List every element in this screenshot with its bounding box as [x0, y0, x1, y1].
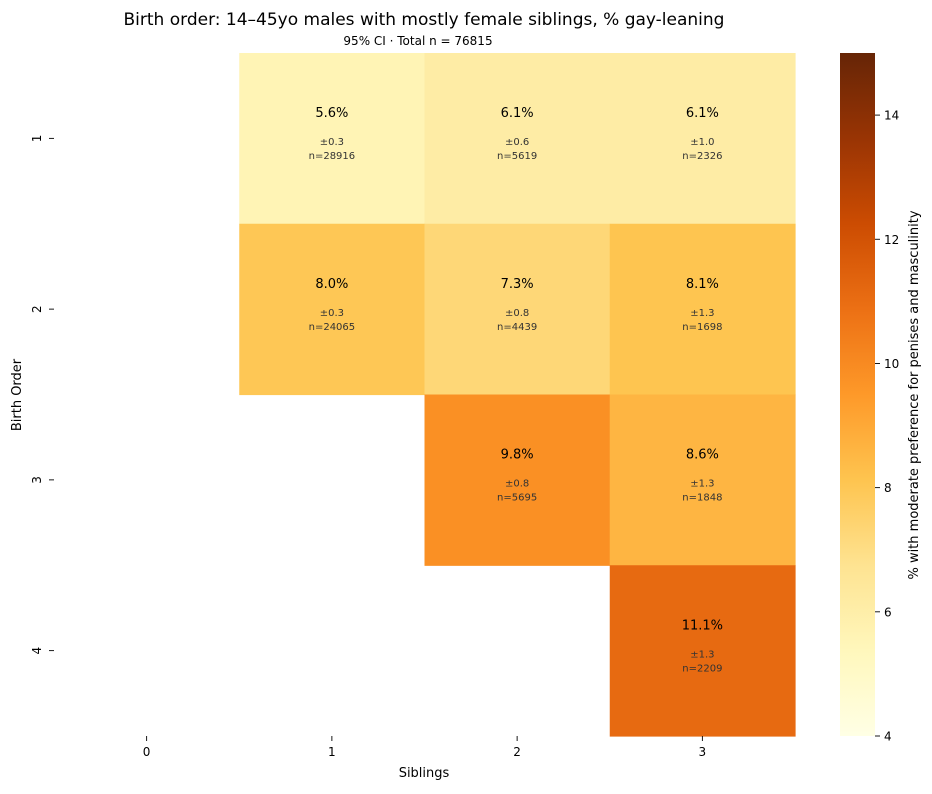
colorbar-tick-label: 8: [884, 481, 892, 495]
cell-value-label: 8.6%: [686, 448, 719, 463]
cell-ci-label: ±0.3: [320, 137, 344, 148]
cell-n-label: n=5619: [497, 151, 537, 162]
cell-value-label: 7.3%: [501, 277, 534, 292]
cell-ci-label: ±0.6: [505, 137, 529, 148]
cell-value-label: 8.0%: [315, 277, 348, 292]
chart-title: Birth order: 14–45yo males with mostly f…: [124, 10, 725, 30]
cell-n-label: n=5695: [497, 493, 537, 504]
y-tick-label: 1: [30, 135, 44, 143]
colorbar-label: % with moderate preference for penises a…: [907, 210, 922, 579]
y-axis-label: Birth Order: [10, 358, 25, 431]
cell-value-label: 6.1%: [686, 106, 719, 121]
cell-value-label: 8.1%: [686, 277, 719, 292]
heatmap-cell: [239, 223, 426, 396]
colorbar-tick-label: 4: [884, 730, 892, 744]
x-axis-label: Siblings: [399, 766, 450, 781]
cell-value-label: 11.1%: [682, 618, 723, 633]
cell-ci-label: ±0.8: [505, 479, 529, 490]
cell-ci-label: ±0.3: [320, 308, 344, 319]
y-tick-label: 3: [30, 476, 44, 484]
cell-ci-label: ±1.0: [690, 137, 714, 148]
y-tick-label: 2: [30, 305, 44, 313]
heatmap-cell: [609, 565, 796, 737]
colorbar-gradient: [840, 53, 875, 736]
cell-value-label: 5.6%: [315, 106, 348, 121]
chart-subtitle: 95% CI · Total n = 76815: [343, 34, 492, 48]
cell-ci-label: ±1.3: [690, 308, 714, 319]
cell-n-label: n=1698: [682, 322, 722, 333]
heatmap-cell: [424, 394, 611, 566]
cell-value-label: 6.1%: [501, 106, 534, 121]
cell-value-label: 9.8%: [501, 448, 534, 463]
colorbar-tick-label: 14: [884, 109, 899, 123]
heatmap-cells: 5.6% ±0.3 n=28916 6.1% ±0.6 n=5619 6.1% ±1.0 n=2…: [239, 53, 796, 737]
heatmap-cell: [609, 394, 796, 566]
x-tick-label: 3: [699, 745, 707, 759]
heatmap-cell: [424, 223, 611, 396]
x-tick-label: 1: [328, 745, 336, 759]
heatmap-cell: [609, 223, 796, 396]
x-tick-label: 0: [143, 745, 151, 759]
colorbar-tick-label: 10: [884, 357, 899, 371]
cell-n-label: n=28916: [309, 151, 356, 162]
heatmap-cell: [609, 53, 796, 225]
colorbar: 4 6 8 10 12 14: [840, 53, 899, 744]
cell-n-label: n=1848: [682, 493, 722, 504]
cell-n-label: n=4439: [497, 322, 537, 333]
y-tick-label: 4: [30, 647, 44, 655]
heatmap-cell: [239, 53, 426, 225]
cell-n-label: n=24065: [309, 322, 356, 333]
cell-ci-label: ±1.3: [690, 479, 714, 490]
x-tick-label: 2: [513, 745, 521, 759]
colorbar-tick-label: 12: [884, 233, 899, 247]
heatmap-cell: [424, 53, 611, 225]
cell-n-label: n=2209: [682, 663, 722, 674]
cell-n-label: n=2326: [682, 151, 722, 162]
cell-ci-label: ±0.8: [505, 308, 529, 319]
cell-ci-label: ±1.3: [690, 649, 714, 660]
heatmap-axes: 0 1 2 3 1 2 3 4: [30, 135, 706, 759]
colorbar-tick-label: 6: [884, 605, 892, 619]
